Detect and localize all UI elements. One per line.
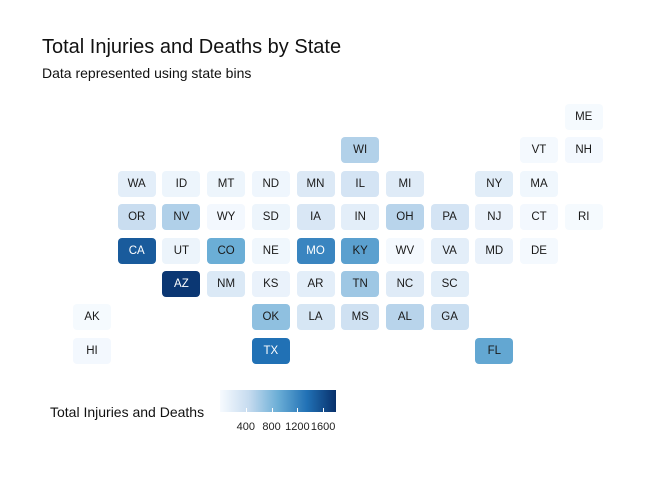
state-tile-vt: VT xyxy=(520,137,558,164)
legend-tick-label: 1200 xyxy=(285,421,310,433)
legend-tick-mark xyxy=(245,408,247,412)
state-tile-ak: AK xyxy=(73,304,111,331)
state-tile-nv: NV xyxy=(162,204,201,231)
legend-tick-mark xyxy=(297,408,299,412)
state-tile-ri: RI xyxy=(564,204,603,231)
state-tile-wi: WI xyxy=(341,137,380,164)
state-tile-ca: CA xyxy=(117,237,156,264)
legend-color-bar xyxy=(220,390,336,412)
legend-tick-label: 1600 xyxy=(310,421,336,433)
state-tile-sd: SD xyxy=(251,204,290,231)
state-tile-ar: AR xyxy=(296,271,335,297)
state-tile-az: AZ xyxy=(162,271,201,297)
legend-tick-mark xyxy=(271,408,273,412)
state-tile-ky: KY xyxy=(341,237,380,264)
state-tile-ms: MS xyxy=(341,304,380,331)
state-tile-tn: TN xyxy=(341,271,380,297)
state-tile-ga: GA xyxy=(430,304,469,331)
state-tile-nh: NH xyxy=(564,137,603,164)
state-tile-mi: MI xyxy=(385,170,424,197)
legend-tick-label: 800 xyxy=(262,421,281,433)
state-tile-il: IL xyxy=(341,170,380,197)
state-tile-sc: SC xyxy=(430,271,469,297)
state-tile-la: LA xyxy=(296,304,335,331)
state-tile-mn: MN xyxy=(296,170,335,197)
state-tile-mo: MO xyxy=(296,237,335,264)
state-tile-nc: NC xyxy=(385,271,424,297)
state-tile-fl: FL xyxy=(475,337,514,364)
state-tile-wa: WA xyxy=(117,170,156,197)
legend-tick-label: 400 xyxy=(236,421,255,433)
legend-title: Total Injuries and Deaths xyxy=(50,404,205,420)
state-tile-hi: HI xyxy=(73,337,111,364)
state-tile-pa: PA xyxy=(430,204,469,231)
state-tile-va: VA xyxy=(430,237,469,264)
state-tile-de: DE xyxy=(520,237,558,264)
state-tile-or: OR xyxy=(117,204,156,231)
state-tile-nj: NJ xyxy=(475,204,514,231)
chart-title: Total Injuries and Deaths by State xyxy=(42,36,342,58)
state-tile-ne: NE xyxy=(251,237,290,264)
state-tile-oh: OH xyxy=(385,204,424,231)
state-tile-tx: TX xyxy=(251,337,290,364)
state-tile-ct: CT xyxy=(520,204,558,231)
state-tile-mt: MT xyxy=(207,170,246,197)
state-tile-ny: NY xyxy=(475,170,514,197)
state-tile-md: MD xyxy=(475,237,514,264)
state-tile-me: ME xyxy=(564,104,603,130)
state-tile-wy: WY xyxy=(207,204,246,231)
state-tile-in: IN xyxy=(341,204,380,231)
legend-tick-mark xyxy=(323,408,325,412)
chart-subtitle: Data represented using state bins xyxy=(42,65,252,81)
state-tile-nd: ND xyxy=(251,170,290,197)
state-tile-id: ID xyxy=(162,170,201,197)
state-tile-ok: OK xyxy=(251,304,290,331)
state-tile-nm: NM xyxy=(207,271,246,297)
state-tile-ut: UT xyxy=(162,237,201,264)
state-tile-wv: WV xyxy=(385,237,424,264)
state-tile-ma: MA xyxy=(520,170,558,197)
state-tile-al: AL xyxy=(385,304,424,331)
state-tile-ia: IA xyxy=(296,204,335,231)
state-tile-co: CO xyxy=(207,237,246,264)
state-tile-ks: KS xyxy=(251,271,290,297)
